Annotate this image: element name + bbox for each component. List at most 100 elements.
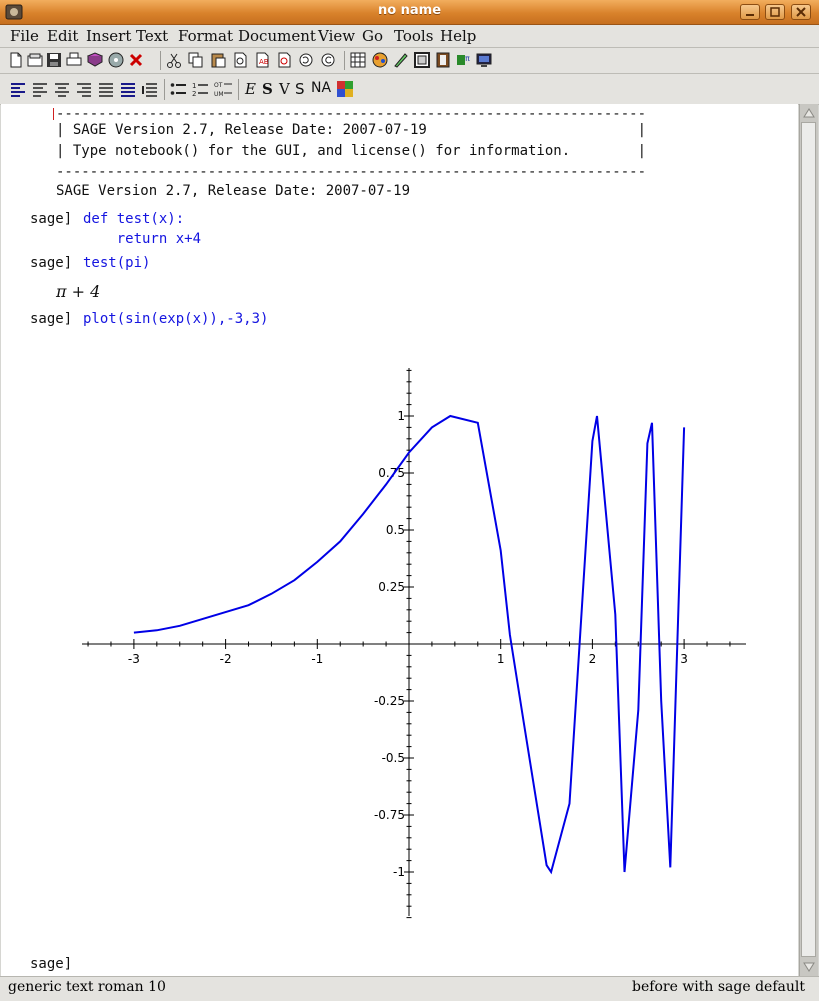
- menu-edit[interactable]: Edit: [47, 27, 79, 45]
- align-block-icon[interactable]: [120, 81, 136, 97]
- close-button[interactable]: [791, 4, 811, 20]
- image-icon[interactable]: [371, 52, 389, 68]
- book-icon[interactable]: [86, 52, 104, 68]
- emphasize-button[interactable]: E: [245, 80, 256, 98]
- menu-file[interactable]: File: [10, 27, 39, 45]
- svg-text:1: 1: [192, 82, 196, 90]
- svg-text:UM: UM: [214, 91, 224, 98]
- banner-line-2: | Type notebook() for the GUI, and licen…: [56, 143, 647, 159]
- menu-text[interactable]: Text: [136, 27, 169, 45]
- maximize-button[interactable]: [765, 4, 785, 20]
- description-list-icon[interactable]: OT UM: [214, 80, 232, 98]
- align-left-icon[interactable]: [10, 81, 26, 97]
- banner-line-1: | SAGE Version 2.7, Release Date: 2007-0…: [56, 122, 647, 138]
- status-left: generic text roman 10: [8, 979, 166, 995]
- prompt-1: sage]: [30, 211, 73, 227]
- y-tick-label: 1: [397, 409, 405, 423]
- menu-go[interactable]: Go: [362, 27, 384, 45]
- sans-serif-button[interactable]: S: [295, 80, 305, 98]
- prompt-2: sage]: [30, 255, 73, 271]
- scroll-down-icon[interactable]: [802, 960, 816, 974]
- indent-icon[interactable]: [142, 81, 158, 97]
- strong-button[interactable]: S: [262, 80, 273, 98]
- color-palette-icon[interactable]: [337, 81, 353, 97]
- y-tick-label: 0.25: [378, 580, 405, 594]
- replace-icon[interactable]: AB: [254, 52, 270, 68]
- open-icon[interactable]: [27, 52, 43, 68]
- banner-rule-bottom: ----------------------------------------…: [56, 164, 647, 180]
- input-1-line-2[interactable]: return x+4: [83, 231, 202, 247]
- align-justify-icon[interactable]: [98, 81, 114, 97]
- title-bar[interactable]: no name: [0, 0, 819, 25]
- new-document-icon[interactable]: [8, 52, 24, 68]
- find-next-icon[interactable]: [276, 52, 292, 68]
- status-right: before with sage default: [632, 979, 805, 995]
- document-area[interactable]: ----------------------------------------…: [1, 104, 798, 976]
- cut-icon[interactable]: [166, 52, 182, 68]
- x-tick-label: 1: [497, 652, 505, 666]
- minimize-button[interactable]: [740, 4, 760, 20]
- save-icon[interactable]: [46, 52, 62, 68]
- y-tick-label: -0.75: [374, 808, 405, 822]
- menu-view[interactable]: View: [318, 27, 356, 45]
- input-2[interactable]: test(pi): [83, 255, 151, 271]
- window-title: no name: [377, 3, 442, 18]
- y-tick-label: 0.75: [378, 466, 405, 480]
- minimize-icon: [746, 14, 754, 16]
- svg-text:2: 2: [192, 90, 196, 97]
- prompt-4[interactable]: sage]: [30, 956, 73, 972]
- input-3[interactable]: plot(sin(exp(x)),-3,3): [83, 311, 269, 327]
- y-tick-label: -0.5: [382, 751, 405, 765]
- name-button[interactable]: NA: [311, 80, 332, 96]
- find-icon[interactable]: [232, 52, 248, 68]
- menu-insert[interactable]: Insert: [86, 27, 132, 45]
- frame-icon[interactable]: [414, 52, 430, 68]
- disc-icon[interactable]: [108, 52, 124, 68]
- plot-output: -3 -2 -1 1 2 3 -1 -0.75 -0.5 -0.25 0.25 0.5 0.75 1: [82, 368, 746, 919]
- draw-icon[interactable]: [393, 52, 409, 68]
- y-tick-label: -1: [393, 865, 405, 879]
- y-tick-label: -0.25: [374, 694, 405, 708]
- menu-bar: File Edit Insert Text Format Document Vi…: [0, 25, 819, 48]
- undo-icon[interactable]: [298, 52, 314, 68]
- output-2: π + 4: [56, 282, 101, 301]
- svg-text:π: π: [465, 54, 470, 63]
- x-tick-label: 3: [680, 652, 688, 666]
- verbatim-button[interactable]: V: [279, 80, 290, 98]
- status-bar: generic text roman 10 before with sage d…: [0, 976, 819, 1001]
- plugin-icon[interactable]: π: [456, 52, 474, 68]
- svg-text:OT: OT: [214, 82, 223, 89]
- banner-rule-top: ----------------------------------------…: [56, 106, 647, 122]
- copy-icon[interactable]: [188, 52, 204, 68]
- close-document-icon[interactable]: [128, 52, 144, 68]
- table-icon[interactable]: [350, 52, 366, 68]
- menu-document[interactable]: Document: [238, 27, 316, 45]
- maximize-icon: [770, 7, 780, 17]
- input-1-line-1[interactable]: def test(x):: [83, 211, 185, 227]
- prompt-3: sage]: [30, 311, 73, 327]
- y-tick-label: 0.5: [386, 523, 405, 537]
- x-tick-label: -2: [220, 652, 232, 666]
- menu-format[interactable]: Format: [178, 27, 233, 45]
- session-icon[interactable]: [476, 52, 492, 68]
- bullet-list-icon[interactable]: [170, 81, 186, 97]
- print-icon[interactable]: [65, 52, 83, 68]
- numbered-list-icon[interactable]: 12: [192, 81, 208, 97]
- align-right-icon[interactable]: [76, 81, 92, 97]
- scroll-up-icon[interactable]: [802, 106, 816, 120]
- x-tick-label: -3: [128, 652, 140, 666]
- align-center-icon[interactable]: [54, 81, 70, 97]
- text-cursor: [53, 108, 54, 120]
- banner-summary: SAGE Version 2.7, Release Date: 2007-07-…: [56, 183, 411, 199]
- menu-help[interactable]: Help: [440, 27, 477, 45]
- align-left-ragged-icon[interactable]: [32, 81, 48, 97]
- scroll-thumb[interactable]: [801, 122, 816, 957]
- redo-icon[interactable]: [320, 52, 336, 68]
- app-icon[interactable]: [5, 3, 23, 21]
- movie-icon[interactable]: [435, 52, 451, 68]
- paste-icon[interactable]: [210, 52, 226, 68]
- vertical-scrollbar[interactable]: [799, 104, 818, 976]
- menu-tools[interactable]: Tools: [394, 27, 434, 45]
- x-tick-label: 2: [589, 652, 597, 666]
